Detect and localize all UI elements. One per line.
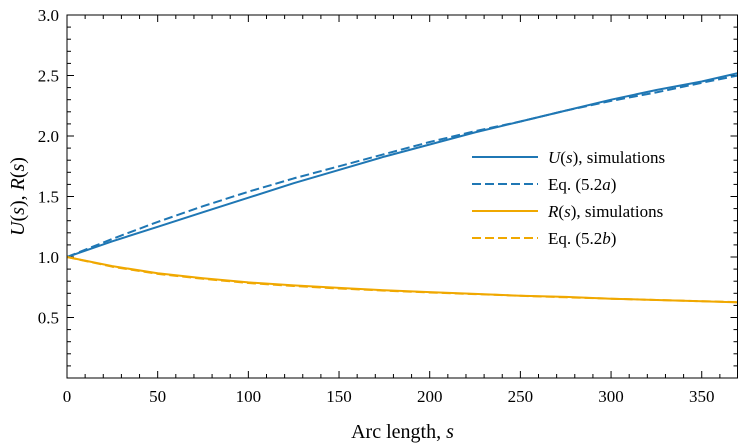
y-tick-label: 0.5 bbox=[38, 309, 59, 328]
plot-frame bbox=[66, 14, 738, 379]
series-line-u-sim bbox=[66, 72, 738, 258]
x-tick-label: 300 bbox=[598, 387, 624, 406]
y-axis-label: U(s), R(s) bbox=[7, 157, 29, 236]
x-tick-label: 250 bbox=[508, 387, 534, 406]
x-axis-label: Arc length, s bbox=[351, 421, 454, 443]
x-tick-label: 350 bbox=[689, 387, 715, 406]
series-line-r-sim bbox=[66, 256, 738, 304]
legend-label-eq-5-2b: Eq. (5.2b) bbox=[548, 229, 616, 248]
x-tick-label: 200 bbox=[417, 387, 443, 406]
x-tick-label: 100 bbox=[236, 387, 262, 406]
y-tick-label: 3.0 bbox=[38, 6, 59, 25]
series-line-r-eq bbox=[66, 256, 738, 304]
x-tick-label: 0 bbox=[63, 387, 72, 406]
y-tick-label: 2.5 bbox=[38, 67, 59, 86]
y-tick-label: 1.5 bbox=[38, 188, 59, 207]
tick-marks bbox=[66, 14, 738, 379]
x-tick-label: 50 bbox=[149, 387, 166, 406]
legend: U(s), simulations Eq. (5.2a) R(s), simul… bbox=[472, 148, 665, 248]
tick-labels: 0 50 100 150 200 250 300 350 0.5 1.0 1.5 2.0 2.5 3.0 bbox=[38, 6, 715, 406]
series-line-u-eq bbox=[66, 74, 738, 258]
legend-label-u-simulations: U(s), simulations bbox=[548, 148, 665, 167]
legend-label-r-simulations: R(s), simulations bbox=[547, 202, 663, 221]
x-tick-label: 150 bbox=[326, 387, 352, 406]
legend-label-eq-5-2a: Eq. (5.2a) bbox=[548, 175, 616, 194]
y-tick-label: 2.0 bbox=[38, 127, 59, 146]
series-lines bbox=[66, 72, 738, 304]
y-tick-label: 1.0 bbox=[38, 248, 59, 267]
